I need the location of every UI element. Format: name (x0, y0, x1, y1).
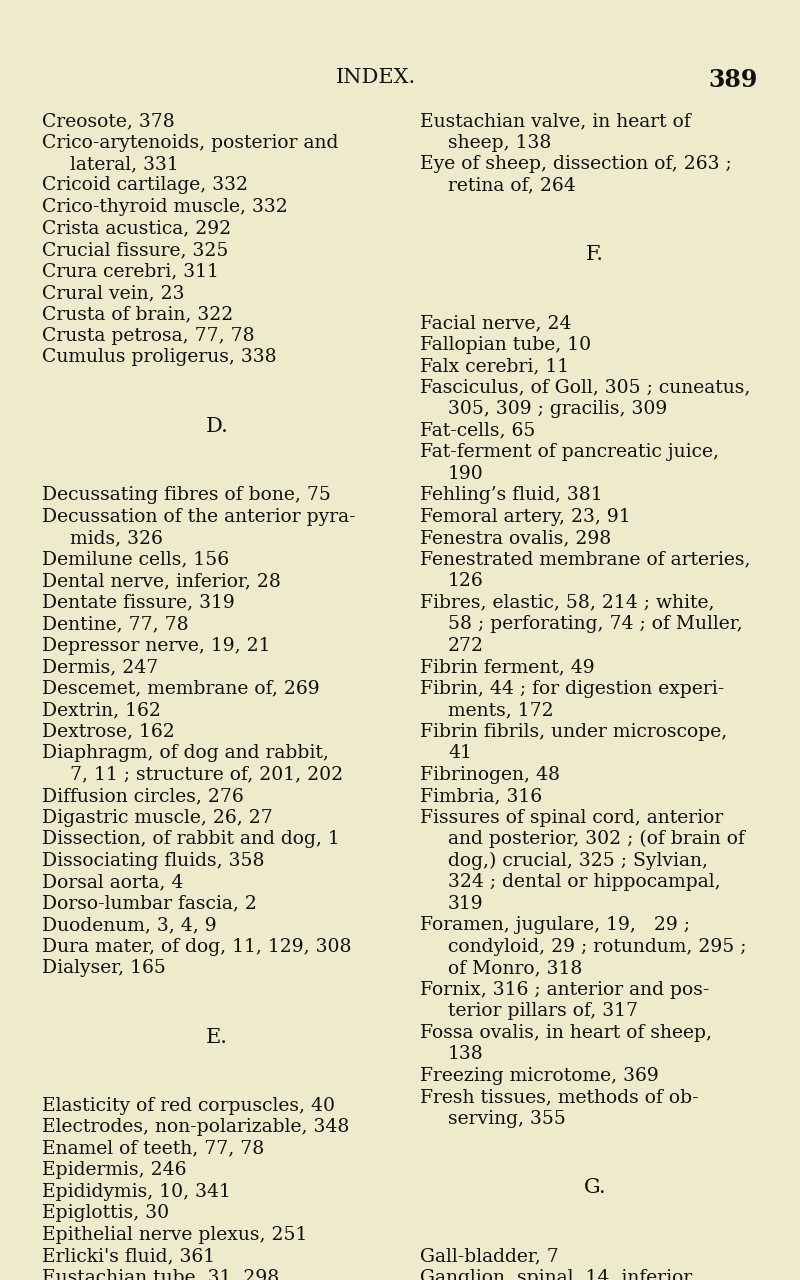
Text: Digastric muscle, 26, 27: Digastric muscle, 26, 27 (42, 809, 273, 827)
Text: Depressor nerve, 19, 21: Depressor nerve, 19, 21 (42, 636, 270, 654)
Text: Fenestra ovalis, 298: Fenestra ovalis, 298 (420, 529, 611, 547)
Text: terior pillars of, 317: terior pillars of, 317 (448, 1002, 638, 1020)
Text: Epithelial nerve plexus, 251: Epithelial nerve plexus, 251 (42, 1226, 307, 1244)
Text: Decussating fibres of bone, 75: Decussating fibres of bone, 75 (42, 486, 331, 504)
Text: Gall-bladder, 7: Gall-bladder, 7 (420, 1247, 558, 1265)
Text: 319: 319 (448, 895, 484, 913)
Text: Femoral artery, 23, 91: Femoral artery, 23, 91 (420, 508, 630, 526)
Text: Epididymis, 10, 341: Epididymis, 10, 341 (42, 1183, 231, 1201)
Text: sheep, 138: sheep, 138 (448, 133, 551, 151)
Text: F.: F. (586, 246, 604, 264)
Text: Crura cerebri, 311: Crura cerebri, 311 (42, 262, 219, 280)
Text: retina of, 264: retina of, 264 (448, 177, 576, 195)
Text: Crico-arytenoids, posterior and: Crico-arytenoids, posterior and (42, 133, 338, 151)
Text: Epidermis, 246: Epidermis, 246 (42, 1161, 186, 1179)
Text: Dextrin, 162: Dextrin, 162 (42, 701, 161, 719)
Text: E.: E. (206, 1028, 228, 1047)
Text: ments, 172: ments, 172 (448, 701, 554, 719)
Text: Epiglottis, 30: Epiglottis, 30 (42, 1204, 169, 1222)
Text: Eye of sheep, dissection of, 263 ;: Eye of sheep, dissection of, 263 ; (420, 155, 732, 173)
Text: Fresh tissues, methods of ob-: Fresh tissues, methods of ob- (420, 1088, 698, 1106)
Text: Dissociating fluids, 358: Dissociating fluids, 358 (42, 851, 265, 869)
Text: Cumulus proligerus, 338: Cumulus proligerus, 338 (42, 348, 277, 366)
Text: Crural vein, 23: Crural vein, 23 (42, 284, 185, 302)
Text: mids, 326: mids, 326 (70, 529, 163, 547)
Text: Crucial fissure, 325: Crucial fissure, 325 (42, 241, 228, 259)
Text: Dorsal aorta, 4: Dorsal aorta, 4 (42, 873, 183, 891)
Text: Elasticity of red corpuscles, 40: Elasticity of red corpuscles, 40 (42, 1097, 335, 1115)
Text: Creosote, 378: Creosote, 378 (42, 111, 174, 131)
Text: Dentate fissure, 319: Dentate fissure, 319 (42, 594, 234, 612)
Text: Fenestrated membrane of arteries,: Fenestrated membrane of arteries, (420, 550, 750, 568)
Text: Dental nerve, inferior, 28: Dental nerve, inferior, 28 (42, 572, 281, 590)
Text: 138: 138 (448, 1044, 484, 1064)
Text: Falx cerebri, 11: Falx cerebri, 11 (420, 357, 569, 375)
Text: Foramen, jugulare, 19,   29 ;: Foramen, jugulare, 19, 29 ; (420, 916, 690, 934)
Text: Fibrin ferment, 49: Fibrin ferment, 49 (420, 658, 594, 676)
Text: Facial nerve, 24: Facial nerve, 24 (420, 314, 571, 332)
Text: Fimbria, 316: Fimbria, 316 (420, 787, 542, 805)
Text: Descemet, membrane of, 269: Descemet, membrane of, 269 (42, 680, 320, 698)
Text: G.: G. (584, 1179, 606, 1197)
Text: Enamel of teeth, 77, 78: Enamel of teeth, 77, 78 (42, 1139, 264, 1157)
Text: 305, 309 ; gracilis, 309: 305, 309 ; gracilis, 309 (448, 401, 667, 419)
Text: Fornix, 316 ; anterior and pos-: Fornix, 316 ; anterior and pos- (420, 980, 710, 998)
Text: Fehling’s fluid, 381: Fehling’s fluid, 381 (420, 486, 602, 504)
Text: dog,) crucial, 325 ; Sylvian,: dog,) crucial, 325 ; Sylvian, (448, 851, 708, 870)
Text: Cricoid cartilage, 332: Cricoid cartilage, 332 (42, 177, 248, 195)
Text: Fasciculus, of Goll, 305 ; cuneatus,: Fasciculus, of Goll, 305 ; cuneatus, (420, 379, 750, 397)
Text: Erlicki's fluid, 361: Erlicki's fluid, 361 (42, 1247, 215, 1265)
Text: Dorso-lumbar fascia, 2: Dorso-lumbar fascia, 2 (42, 895, 257, 913)
Text: Fibrin, 44 ; for digestion experi-: Fibrin, 44 ; for digestion experi- (420, 680, 724, 698)
Text: 324 ; dental or hippocampal,: 324 ; dental or hippocampal, (448, 873, 721, 891)
Text: Demilune cells, 156: Demilune cells, 156 (42, 550, 229, 568)
Text: Fossa ovalis, in heart of sheep,: Fossa ovalis, in heart of sheep, (420, 1024, 712, 1042)
Text: Crico-thyroid muscle, 332: Crico-thyroid muscle, 332 (42, 198, 288, 216)
Text: 272: 272 (448, 636, 484, 654)
Text: Ganglion, spinal, 14, inferior: Ganglion, spinal, 14, inferior (420, 1268, 692, 1280)
Text: condyloid, 29 ; rotundum, 295 ;: condyloid, 29 ; rotundum, 295 ; (448, 937, 746, 956)
Text: D.: D. (206, 417, 229, 436)
Text: 58 ; perforating, 74 ; of Muller,: 58 ; perforating, 74 ; of Muller, (448, 616, 742, 634)
Text: serving, 355: serving, 355 (448, 1110, 566, 1128)
Text: 190: 190 (448, 465, 484, 483)
Text: Dextrose, 162: Dextrose, 162 (42, 723, 174, 741)
Text: Duodenum, 3, 4, 9: Duodenum, 3, 4, 9 (42, 916, 217, 934)
Text: of Monro, 318: of Monro, 318 (448, 959, 582, 977)
Text: 41: 41 (448, 744, 472, 762)
Text: Dermis, 247: Dermis, 247 (42, 658, 158, 676)
Text: Diffusion circles, 276: Diffusion circles, 276 (42, 787, 244, 805)
Text: Fat-ferment of pancreatic juice,: Fat-ferment of pancreatic juice, (420, 443, 719, 461)
Text: lateral, 331: lateral, 331 (70, 155, 178, 173)
Text: Dialyser, 165: Dialyser, 165 (42, 959, 166, 977)
Text: Fat-cells, 65: Fat-cells, 65 (420, 421, 535, 439)
Text: and posterior, 302 ; (of brain of: and posterior, 302 ; (of brain of (448, 831, 745, 849)
Text: Dissection, of rabbit and dog, 1: Dissection, of rabbit and dog, 1 (42, 831, 340, 849)
Text: Crista acustica, 292: Crista acustica, 292 (42, 219, 231, 238)
Text: Fissures of spinal cord, anterior: Fissures of spinal cord, anterior (420, 809, 723, 827)
Text: Dentine, 77, 78: Dentine, 77, 78 (42, 616, 189, 634)
Text: Diaphragm, of dog and rabbit,: Diaphragm, of dog and rabbit, (42, 744, 329, 762)
Text: Electrodes, non-polarizable, 348: Electrodes, non-polarizable, 348 (42, 1119, 350, 1137)
Text: Eustachian tube, 31, 298: Eustachian tube, 31, 298 (42, 1268, 279, 1280)
Text: 7, 11 ; structure of, 201, 202: 7, 11 ; structure of, 201, 202 (70, 765, 343, 783)
Text: Fallopian tube, 10: Fallopian tube, 10 (420, 335, 591, 353)
Text: Fibrinogen, 48: Fibrinogen, 48 (420, 765, 560, 783)
Text: Decussation of the anterior pyra-: Decussation of the anterior pyra- (42, 508, 356, 526)
Text: Eustachian valve, in heart of: Eustachian valve, in heart of (420, 111, 690, 131)
Text: Crusta of brain, 322: Crusta of brain, 322 (42, 306, 234, 324)
Text: 126: 126 (448, 572, 484, 590)
Text: Freezing microtome, 369: Freezing microtome, 369 (420, 1066, 658, 1084)
Text: 389: 389 (709, 68, 758, 92)
Text: Crusta petrosa, 77, 78: Crusta petrosa, 77, 78 (42, 326, 254, 346)
Text: Fibrin fibrils, under microscope,: Fibrin fibrils, under microscope, (420, 723, 727, 741)
Text: Dura mater, of dog, 11, 129, 308: Dura mater, of dog, 11, 129, 308 (42, 937, 351, 956)
Text: INDEX.: INDEX. (336, 68, 416, 87)
Text: Fibres, elastic, 58, 214 ; white,: Fibres, elastic, 58, 214 ; white, (420, 594, 714, 612)
